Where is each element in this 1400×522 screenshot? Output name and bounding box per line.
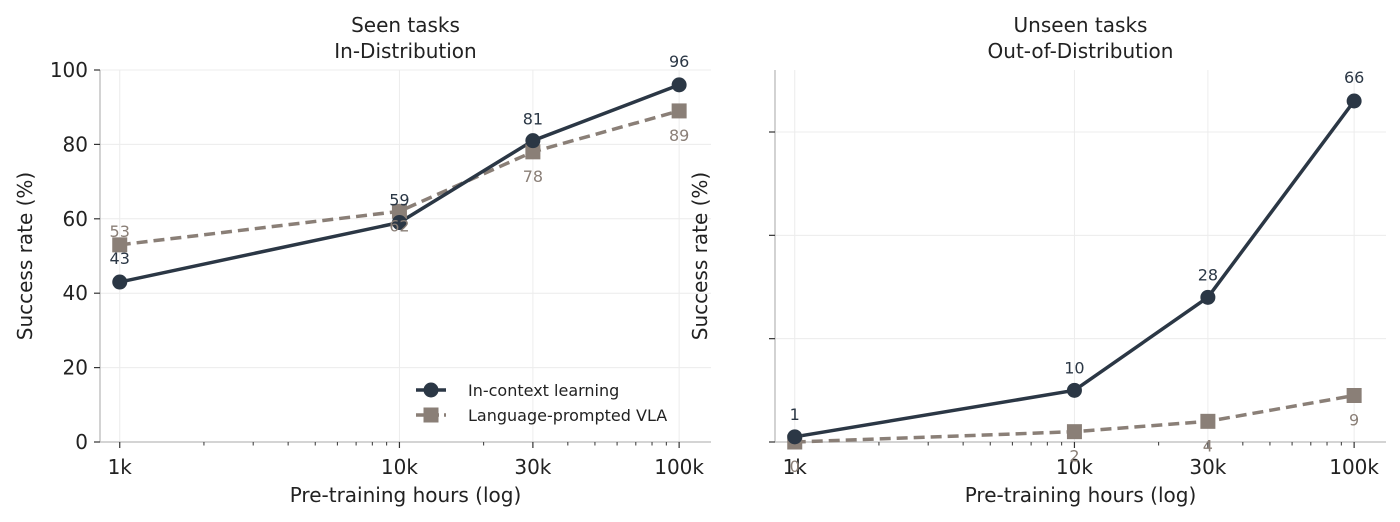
- icl-data-point: [112, 274, 128, 290]
- vla-data-label: 53: [110, 222, 130, 241]
- x-tick-label: 10k: [1056, 455, 1093, 479]
- vla-data-label: 89: [669, 126, 689, 145]
- icl-data-point: [1200, 289, 1216, 305]
- icl-data-label: 66: [1344, 68, 1364, 87]
- x-axis-label: Pre-training hours (log): [965, 483, 1197, 507]
- y-tick-label: 20: [63, 356, 88, 380]
- vla-series-line: [794, 393, 1355, 444]
- y-tick-label: 100: [50, 58, 88, 82]
- y-tick-label: 80: [63, 132, 88, 156]
- legend: In-context learning Language-prompted VLA: [416, 381, 667, 425]
- y-tick-label: 60: [63, 207, 88, 231]
- vla-data-label: 9: [1349, 411, 1359, 430]
- vla-data-point: [1200, 413, 1216, 429]
- icl-series-line: [119, 83, 680, 284]
- icl-series-line: [794, 99, 1356, 439]
- vla-data-point: [112, 237, 128, 253]
- legend-marker-square: [423, 407, 439, 423]
- legend-marker-circle: [423, 382, 439, 398]
- icl-data-label: 10: [1064, 358, 1084, 377]
- vla-data-point: [391, 203, 407, 219]
- vla-data-point: [671, 103, 687, 119]
- y-tick-label: 40: [63, 281, 88, 305]
- chart-subtitle: Out-of-Distribution: [988, 39, 1174, 63]
- vla-data-label: 0: [790, 457, 800, 476]
- vla-data-point: [525, 144, 541, 160]
- x-tick-label: 1k: [783, 455, 808, 479]
- chart-title: Unseen tasks: [1014, 13, 1148, 37]
- icl-data-label: 96: [669, 52, 689, 71]
- icl-data-point: [671, 77, 687, 93]
- icl-data-label: 59: [389, 191, 409, 210]
- chart-title: Seen tasks: [351, 13, 460, 37]
- vla-data-point: [1346, 388, 1362, 403]
- icl-data-point: [787, 429, 803, 445]
- icl-data-point: [525, 133, 541, 149]
- icl-data-label: 43: [110, 249, 130, 268]
- legend-label-vla: Language-prompted VLA: [468, 406, 667, 425]
- x-tick-label: 100k: [654, 455, 704, 479]
- icl-data-point: [1066, 382, 1082, 398]
- x-tick-label: 10k: [381, 455, 418, 479]
- x-tick-label: 100k: [1329, 455, 1379, 479]
- x-tick-label: 30k: [1189, 455, 1226, 479]
- y-axis-label: Success rate (%): [13, 172, 37, 340]
- vla-data-label: 78: [523, 167, 543, 186]
- icl-data-point: [1346, 93, 1362, 109]
- y-tick-label: 0: [75, 430, 88, 454]
- vla-data-label: 4: [1203, 436, 1213, 455]
- chart-subtitle: In-Distribution: [334, 39, 476, 63]
- icl-data-label: 1: [790, 405, 800, 424]
- vla-data-label: 62: [389, 216, 409, 235]
- y-axis-label: Success rate (%): [688, 172, 712, 340]
- vla-data-point: [1066, 424, 1082, 440]
- x-tick-label: 30k: [514, 455, 551, 479]
- icl-data-point: [391, 215, 407, 231]
- icl-data-label: 81: [523, 110, 543, 129]
- legend-label-icl: In-context learning: [468, 381, 619, 400]
- x-axis-label: Pre-training hours (log): [290, 483, 522, 507]
- icl-data-label: 28: [1198, 265, 1218, 284]
- vla-data-label: 2: [1069, 447, 1079, 466]
- x-tick-label: 1k: [108, 455, 133, 479]
- vla-series-line: [119, 109, 680, 247]
